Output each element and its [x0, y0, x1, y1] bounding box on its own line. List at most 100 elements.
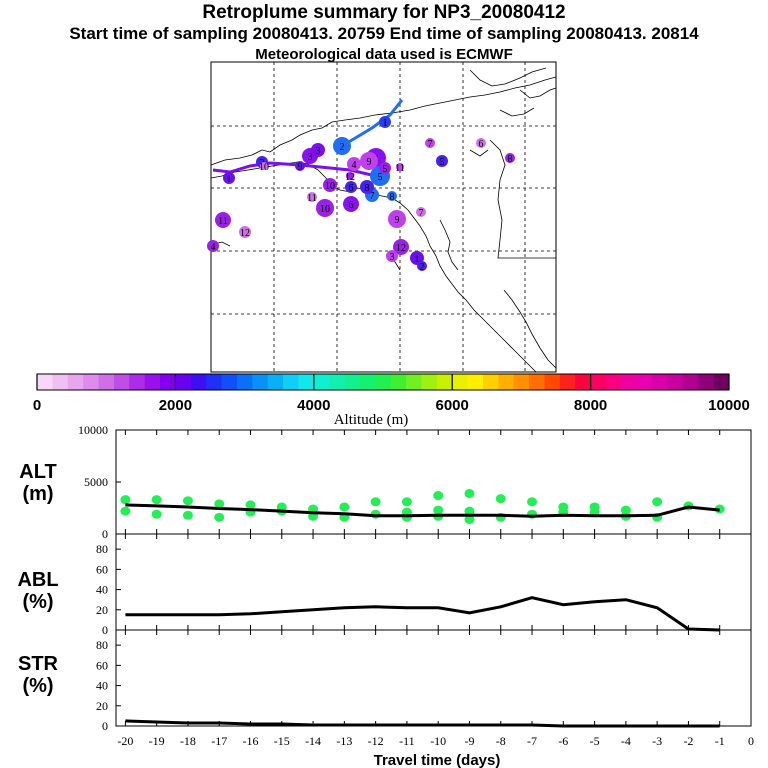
- x-tick-label: -4: [621, 734, 631, 748]
- x-tick-label: -8: [496, 734, 506, 748]
- x-tick-label: -1: [715, 734, 725, 748]
- alt-scatter-point: [214, 499, 225, 509]
- colorbar-cell: [698, 374, 715, 390]
- map-frame: [210, 61, 557, 373]
- plume-marker-label: 10: [259, 162, 269, 173]
- plume-marker-label: 8: [365, 183, 370, 194]
- plume-marker: [207, 240, 219, 252]
- chart-title: Retroplume summary for NP3_20080412: [202, 2, 566, 23]
- colorbar-cell: [129, 374, 146, 390]
- sampling-times: Start time of sampling 20080413. 20759 E…: [69, 24, 699, 43]
- alt-scatter-point: [433, 491, 444, 501]
- plume-marker: [386, 250, 398, 262]
- colorbar-cell: [252, 374, 269, 390]
- plume-marker: [316, 199, 334, 217]
- plume-marker: [360, 180, 374, 194]
- alt-scatter-point: [464, 488, 475, 498]
- alt-scatter-point: [339, 502, 350, 512]
- alt-panel-label: ALT: [19, 461, 56, 483]
- plume-marker-label: 1: [383, 118, 388, 129]
- colorbar-tick-label: 6000: [436, 397, 469, 414]
- x-tick-label: 0: [748, 734, 754, 748]
- alt-scatter-point: [151, 509, 162, 519]
- x-tick-label: -3: [652, 734, 662, 748]
- plume-marker-label: 12: [396, 243, 406, 254]
- plume-marker: [393, 239, 409, 255]
- str-y-tick-label: 0: [102, 719, 108, 733]
- plume-marker: [387, 191, 397, 201]
- plume-marker-label: 3: [308, 152, 313, 163]
- alt-scatter-point: [495, 494, 506, 504]
- plume-marker-label: 11: [307, 193, 317, 204]
- plume-marker-label: 1: [227, 174, 232, 185]
- plume-marker-label: 2: [340, 142, 345, 153]
- x-tick-label: -13: [336, 734, 352, 748]
- plume-marker: [311, 143, 325, 157]
- plume-marker-label: 2: [420, 262, 425, 273]
- plume-marker-label: 10: [320, 204, 330, 215]
- alt-scatter-point: [182, 510, 193, 520]
- colorbar-cell: [113, 374, 130, 390]
- met-data-note: Meteorological data used is ECMWF: [255, 46, 513, 63]
- alt-scatter-point: [120, 495, 131, 505]
- alt-scatter-point: [401, 497, 412, 507]
- abl-panel-unit: (%): [22, 591, 53, 613]
- x-tick-label: -2: [683, 734, 693, 748]
- colorbar-cell: [713, 374, 730, 390]
- plume-marker: [436, 155, 448, 167]
- plume-marker: [505, 153, 515, 163]
- alt-panel-unit: (m): [22, 483, 53, 505]
- str-series-line: [125, 719, 720, 728]
- plume-markers: 1234567891011121234567891011121234567891…: [207, 116, 515, 273]
- plume-marker: [215, 212, 231, 228]
- colorbar-cell: [390, 374, 407, 390]
- colorbar-cell: [652, 374, 668, 390]
- colorbar-cell: [482, 374, 499, 390]
- colorbar-cell: [83, 374, 100, 390]
- timeseries-panels: ALT (m) ABL (%) STR (%) 1000050000806040…: [17, 423, 754, 768]
- plume-marker-label: 3: [390, 252, 395, 263]
- colorbar-cell: [575, 374, 592, 390]
- abl-y-tick-label: 20: [96, 603, 108, 617]
- plume-marker: [416, 207, 426, 217]
- plume-marker: [396, 163, 404, 171]
- colorbar-cell: [37, 374, 53, 390]
- plume-marker: [388, 210, 406, 228]
- colorbar-cell: [559, 374, 576, 390]
- str-panel-frame: [115, 629, 752, 727]
- colorbar-cell: [329, 374, 346, 390]
- str-panel-unit: (%): [22, 675, 53, 697]
- x-tick-label: -16: [243, 734, 259, 748]
- alt-y-tick-label: 5000: [84, 475, 108, 489]
- x-tick-label: -9: [464, 734, 474, 748]
- colorbar-cell: [267, 374, 284, 390]
- plume-marker-label: 7: [428, 139, 433, 150]
- colorbar-cell: [144, 374, 161, 390]
- plume-marker: [260, 162, 268, 170]
- plume-marker: [223, 172, 235, 184]
- x-tick-label: -19: [149, 734, 165, 748]
- plume-marker: [333, 137, 351, 155]
- alt-scatter-point: [464, 506, 475, 516]
- colorbar-tick-label: 10000: [708, 397, 750, 414]
- x-tick-label: -15: [274, 734, 290, 748]
- plume-marker: [417, 261, 427, 271]
- map-gridlines: [211, 62, 556, 372]
- colorbar-cell: [67, 374, 84, 390]
- str-panel-label: STR: [18, 653, 59, 675]
- colorbar-tick-label: 4000: [297, 397, 330, 414]
- alt-scatter-point: [245, 500, 256, 510]
- colorbar-cell: [436, 374, 453, 390]
- colorbar-cell: [544, 374, 561, 390]
- colorbar-cell: [529, 374, 545, 390]
- colorbar-cell: [344, 374, 361, 390]
- colorbar-cell: [605, 374, 622, 390]
- alt-scatter-point: [151, 495, 162, 505]
- x-axis-label: Travel time (days): [374, 752, 501, 768]
- plume-marker-label: 5: [383, 164, 388, 175]
- colorbar-cell: [621, 374, 638, 390]
- alt-scatter-point: [214, 512, 225, 522]
- colorbar-tick-label: 8000: [574, 397, 607, 414]
- str-y-tick-label: 20: [96, 699, 108, 713]
- colorbar-axis-label: Altitude (m): [334, 412, 409, 428]
